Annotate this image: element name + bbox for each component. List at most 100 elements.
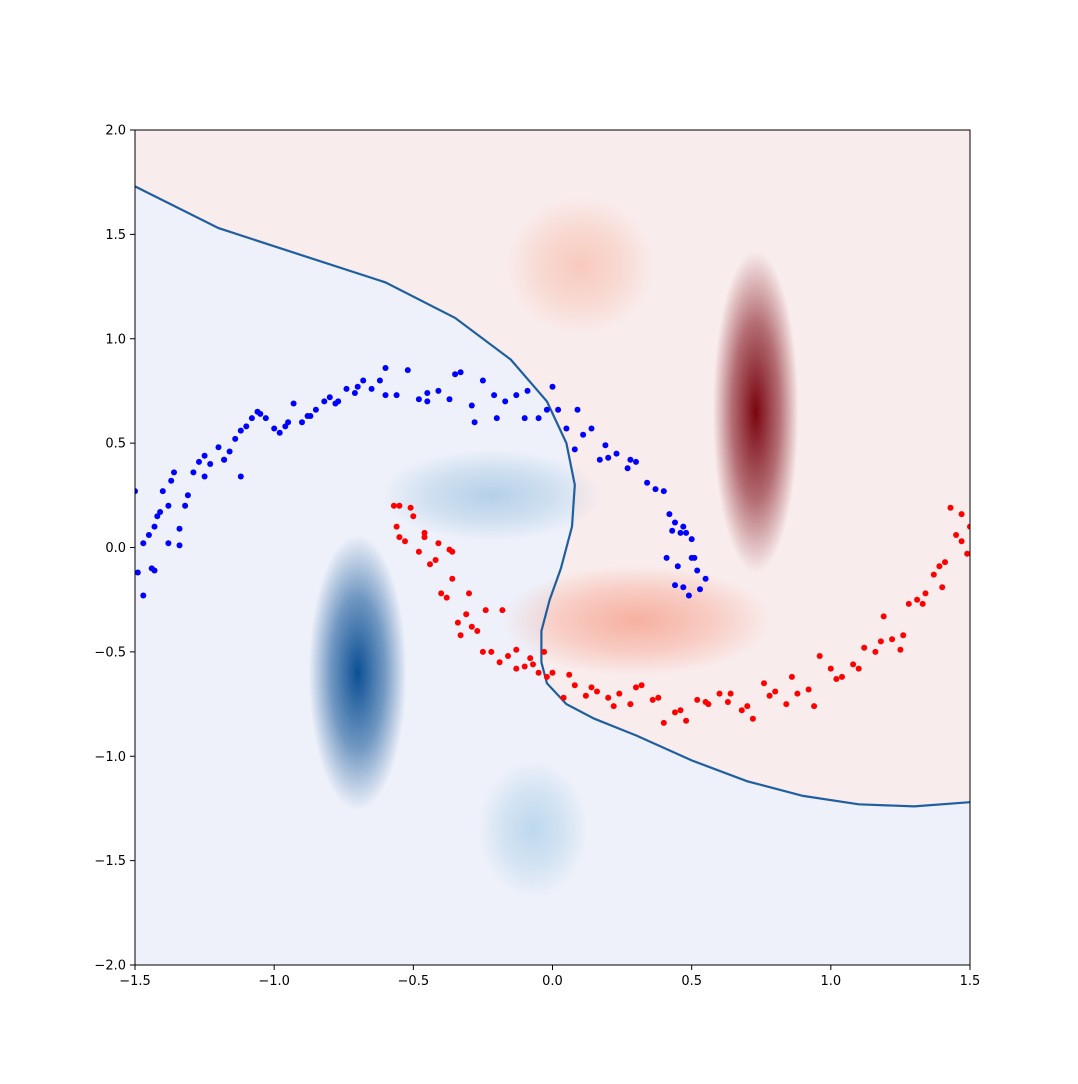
data-point [897, 646, 904, 653]
data-point [571, 682, 578, 689]
data-point [605, 694, 612, 701]
data-point [135, 488, 138, 495]
y-tick-label: −0.5 [94, 645, 126, 660]
data-point [466, 590, 472, 597]
data-point [488, 648, 495, 655]
data-point [727, 690, 734, 697]
data-point [772, 688, 779, 695]
positive-score-blob [712, 251, 799, 573]
data-point [535, 415, 542, 422]
data-point [953, 532, 960, 538]
negative-score-blob [477, 760, 589, 899]
data-point [616, 690, 623, 697]
data-point [201, 452, 208, 459]
data-point [505, 653, 511, 659]
scatter-points [135, 365, 970, 726]
data-point [446, 396, 453, 403]
data-point [343, 385, 350, 392]
data-point [168, 477, 175, 484]
data-point [496, 659, 503, 666]
data-point [201, 473, 208, 480]
data-point [196, 458, 202, 465]
data-point [151, 523, 158, 530]
data-point [783, 701, 790, 708]
data-point [299, 419, 305, 426]
data-point [761, 680, 767, 687]
data-point [535, 669, 542, 676]
data-point [404, 367, 411, 374]
data-point [749, 715, 756, 722]
data-point [688, 536, 695, 543]
data-point [171, 469, 177, 476]
x-tick-label: 1.5 [960, 974, 981, 989]
data-point [396, 502, 403, 509]
data-point [463, 611, 470, 618]
data-point [677, 529, 684, 536]
data-point [468, 623, 475, 630]
data-point [237, 473, 244, 480]
data-point [424, 390, 431, 396]
data-point [610, 703, 617, 710]
data-point [452, 371, 459, 378]
data-point [393, 392, 400, 399]
data-point [652, 486, 659, 493]
data-point [382, 365, 389, 371]
data-point [905, 600, 912, 607]
data-point [415, 396, 422, 403]
data-point [900, 632, 907, 639]
data-point [688, 554, 695, 561]
negative-score-blob [308, 534, 407, 811]
y-tick-label: −2.0 [94, 959, 126, 974]
data-point [521, 663, 528, 670]
data-point [332, 400, 339, 407]
data-point [415, 548, 422, 555]
data-point [527, 655, 534, 662]
data-point [360, 377, 367, 384]
data-point [833, 676, 840, 682]
data-point [382, 392, 389, 399]
x-tick-label: 0.5 [681, 974, 702, 989]
data-point [766, 692, 773, 699]
positive-score-blob [501, 565, 771, 676]
positive-score-blob [506, 196, 654, 335]
data-point [594, 688, 600, 695]
data-point [176, 525, 183, 532]
decision-boundary-line [135, 185, 970, 808]
x-tick-label: −1.0 [258, 974, 290, 989]
data-point [232, 435, 239, 442]
data-point [449, 548, 456, 555]
data-point [627, 456, 634, 463]
data-point [877, 638, 884, 645]
x-tick-label: −0.5 [398, 974, 430, 989]
data-point [499, 607, 506, 614]
data-point [627, 701, 634, 708]
data-point [633, 684, 639, 691]
data-point [424, 398, 431, 405]
data-point [491, 392, 498, 399]
data-point [555, 406, 562, 413]
data-point [543, 673, 550, 680]
data-point [644, 479, 651, 486]
data-point [135, 569, 141, 576]
data-point [165, 540, 172, 547]
data-point [237, 427, 244, 434]
data-point [354, 383, 361, 390]
data-point [393, 523, 400, 530]
data-point [184, 492, 191, 499]
data-point [271, 425, 278, 432]
data-point [850, 661, 857, 668]
data-point [663, 554, 670, 561]
data-point [964, 550, 970, 557]
data-point [427, 561, 433, 568]
data-point [922, 590, 929, 597]
data-point [744, 703, 751, 710]
data-point [449, 575, 456, 582]
data-point [939, 584, 946, 591]
data-point [855, 665, 862, 672]
data-point [919, 600, 926, 607]
x-tick-label: 1.0 [820, 974, 841, 989]
data-point [549, 383, 556, 390]
data-point [402, 538, 408, 545]
data-point [683, 717, 690, 724]
data-point [660, 488, 667, 495]
